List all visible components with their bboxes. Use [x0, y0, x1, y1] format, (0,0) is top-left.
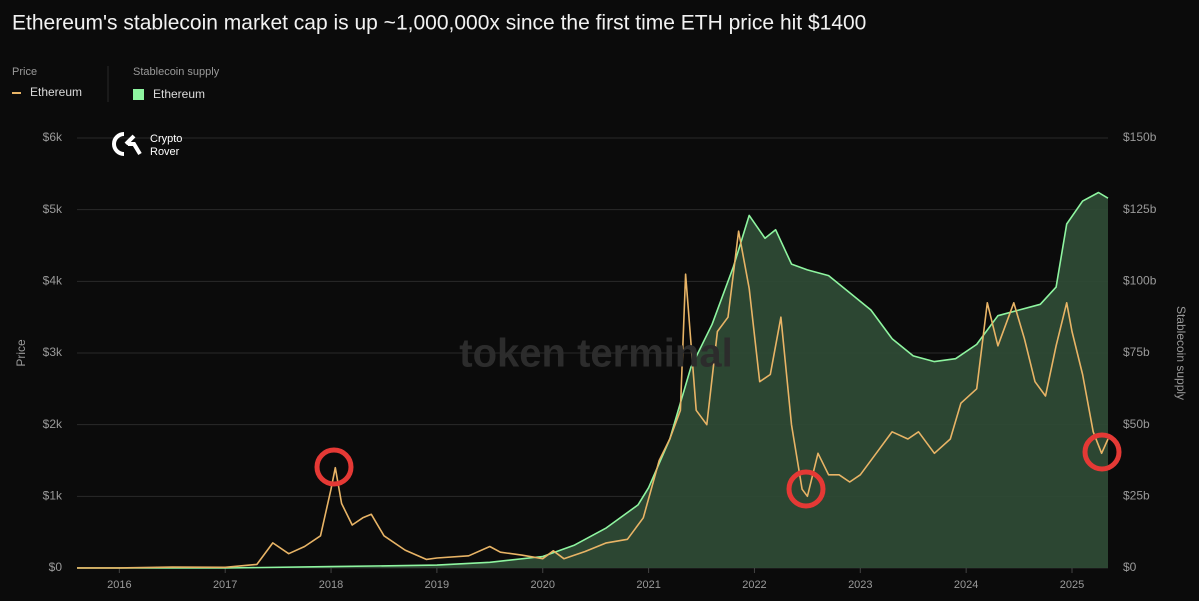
line: [77, 191, 1109, 569]
line: [77, 230, 1109, 569]
y-tick-label: $5k: [43, 202, 63, 216]
x-tick-label: 2019: [425, 579, 449, 591]
highlight-circle: [786, 469, 826, 509]
y2-tick-label: $75b: [1123, 345, 1150, 359]
y-tick-label: $0: [49, 560, 63, 574]
legend-label: Ethereum: [153, 87, 205, 101]
area: [77, 192, 1108, 568]
legend-group-label: Stablecoin supply: [133, 66, 220, 78]
y-tick-label: $6k: [43, 130, 63, 144]
logo-text: Crypto: [150, 133, 182, 145]
y-tick-label: $2k: [43, 417, 63, 431]
logo-icon: [112, 132, 142, 156]
legend-swatch: [133, 89, 144, 100]
watermark: token terminal: [459, 332, 732, 376]
x-tick-label: 2021: [636, 579, 660, 591]
y-axis-title: Price: [14, 339, 28, 367]
y2-tick-label: $50b: [1123, 417, 1150, 431]
legend-group-label: Price: [12, 66, 37, 78]
y-tick-label: $4k: [43, 274, 63, 288]
y2-tick-label: $25b: [1123, 489, 1150, 503]
x-tick-label: 2022: [742, 579, 766, 591]
y-tick-label: $1k: [43, 489, 63, 503]
x-tick-label: 2017: [213, 579, 237, 591]
x-tick-label: 2023: [848, 579, 872, 591]
y2-tick-label: $100b: [1123, 274, 1157, 288]
logo-text: Rover: [150, 146, 180, 158]
x-tick-label: 2024: [954, 579, 978, 591]
y2-tick-label: $150b: [1123, 130, 1157, 144]
highlight-circle: [1082, 432, 1122, 472]
plot: $0 $1k $2k $3k $4k $5k $6k $0 $25b $50b $75b $100b $…: [43, 130, 1157, 591]
y2-axis-title: Stablecoin supply: [1174, 306, 1188, 400]
x-tick-label: 2025: [1060, 579, 1084, 591]
y-tick-label: $3k: [43, 345, 63, 359]
x-tick-label: 2020: [531, 579, 555, 591]
x-tick-label: 2018: [319, 579, 343, 591]
highlight-circle: [314, 447, 354, 487]
chart-title: Ethereum's stablecoin market cap is up ~…: [12, 12, 866, 35]
legend-label: Ethereum: [30, 85, 82, 99]
y2-tick-label: $0: [1123, 560, 1137, 574]
x-tick-label: 2016: [107, 579, 131, 591]
y2-tick-label: $125b: [1123, 202, 1157, 216]
